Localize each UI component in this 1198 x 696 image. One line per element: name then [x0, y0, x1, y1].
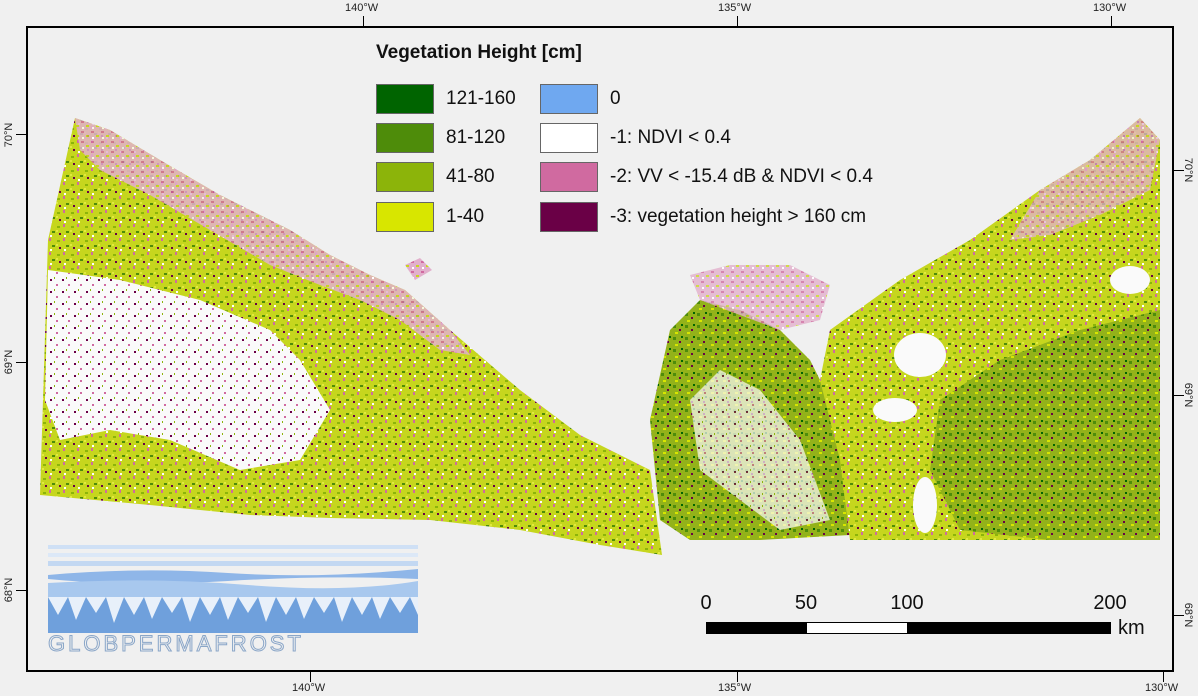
tick-top-135w — [737, 16, 738, 26]
scale-segment-1 — [706, 622, 807, 634]
coord-left-68n: 68°N — [3, 577, 15, 603]
scale-unit: km — [1118, 617, 1145, 639]
legend-swatch — [540, 84, 598, 114]
coastal-tundra-delta — [690, 265, 830, 330]
legend-label: -1: NDVI < 0.4 — [610, 127, 731, 148]
legend-swatch — [376, 123, 434, 153]
legend-swatch — [540, 123, 598, 153]
scale-label-100: 100 — [890, 592, 924, 614]
delta-channels — [690, 370, 830, 530]
legend-swatch — [376, 162, 434, 192]
coord-bottom-140w: 140°W — [292, 682, 326, 694]
legend-label: 81-120 — [446, 127, 506, 148]
tick-right-70n — [1174, 170, 1184, 171]
scale-segment-3 — [907, 622, 1111, 634]
legend-swatch — [376, 202, 434, 232]
scale-segment-2 — [806, 622, 908, 634]
tick-left-68n — [16, 590, 26, 591]
lake-east-3 — [913, 477, 937, 533]
coastal-tundra-east — [1010, 118, 1160, 240]
coord-bottom-130w: 130°W — [1145, 682, 1179, 694]
scale-label-0: 0 — [700, 592, 712, 614]
tick-bottom-130w — [1163, 672, 1164, 682]
coord-left-70n: 70°N — [3, 122, 15, 148]
island — [405, 258, 432, 280]
coord-top-140w: 140°W — [345, 2, 379, 14]
tick-right-69n — [1174, 395, 1184, 396]
tick-left-69n — [16, 362, 26, 363]
scale-label-50: 50 — [794, 592, 818, 614]
legend-label: 1-40 — [446, 206, 485, 227]
legend-swatch — [540, 202, 598, 232]
lakes-west — [45, 270, 330, 470]
tick-top-140w — [363, 16, 364, 26]
scale-label-200: 200 — [1093, 592, 1127, 614]
forest-east — [930, 310, 1160, 540]
legend-label: -2: VV < -15.4 dB & NDVI < 0.4 — [610, 166, 873, 187]
tick-top-130w — [1111, 16, 1112, 26]
legend-swatch — [376, 84, 434, 114]
coord-bottom-135w: 135°W — [718, 682, 752, 694]
coord-left-69n: 69°N — [3, 349, 15, 375]
lake-east-2 — [873, 398, 917, 422]
legend-swatch — [540, 162, 598, 192]
coord-top-130w: 130°W — [1093, 2, 1127, 14]
lake-east-1 — [894, 333, 946, 377]
coord-top-135w: 135°W — [718, 2, 752, 14]
legend-label: -3: vegetation height > 160 cm — [610, 206, 867, 227]
legend-title: Vegetation Height [cm] — [376, 42, 582, 63]
legend-label: 121-160 — [446, 88, 516, 109]
lake-east-4 — [1110, 266, 1150, 294]
tick-bottom-135w — [737, 672, 738, 682]
tick-right-68n — [1174, 615, 1184, 616]
globpermafrost-logo: GLOBPERMAFROST — [48, 545, 418, 655]
tick-left-70n — [16, 134, 26, 135]
tick-bottom-140w — [310, 672, 311, 682]
coastal-tundra-west — [75, 118, 470, 355]
legend-label: 41-80 — [446, 166, 495, 187]
logo-text: GLOBPERMAFROST — [48, 631, 304, 655]
legend-label: 0 — [610, 88, 621, 109]
